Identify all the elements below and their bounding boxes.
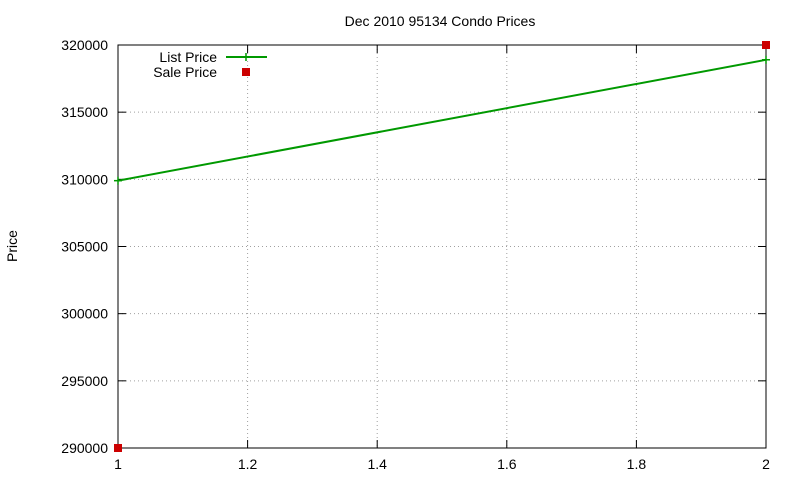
x-tick-label: 1.2 xyxy=(238,456,258,472)
axis-layer: 1 1.2 1.4 1.6 1.8 2 290000 295000 300000 305000 31… xyxy=(61,37,770,472)
y-tick-label: 290000 xyxy=(61,440,108,456)
legend-label-1: Sale Price xyxy=(153,64,217,80)
y-tick-label: 305000 xyxy=(61,239,108,255)
legend-swatch-sale-price xyxy=(242,68,250,76)
x-tick-label: 2 xyxy=(762,456,770,472)
list-price-point xyxy=(762,55,770,64)
list-price-point xyxy=(114,176,122,185)
y-tick-label: 300000 xyxy=(61,306,108,322)
y-tick-label: 310000 xyxy=(61,171,108,187)
x-tick-label: 1.4 xyxy=(367,456,387,472)
x-tick-label: 1.6 xyxy=(497,456,517,472)
legend-label-0: List Price xyxy=(159,49,217,65)
y-tick-label: 295000 xyxy=(61,373,108,389)
series-layer xyxy=(114,41,770,452)
list-price-line xyxy=(117,58,767,182)
x-tick-label: 1.8 xyxy=(627,456,647,472)
y-tick-label: 320000 xyxy=(61,37,108,53)
chart-title: Dec 2010 95134 Condo Prices xyxy=(345,13,536,29)
y-axis-label: Price xyxy=(4,230,20,262)
x-tick-label: 1 xyxy=(114,456,122,472)
y-tick-label: 315000 xyxy=(61,104,108,120)
sale-price-point xyxy=(762,41,770,49)
sale-price-point xyxy=(114,444,122,452)
